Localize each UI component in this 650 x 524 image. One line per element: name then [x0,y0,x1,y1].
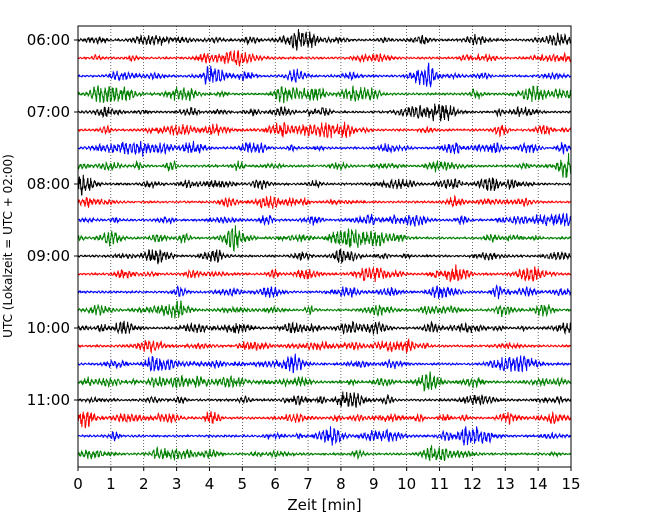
x-tick-label: 2 [139,475,149,493]
x-tick-label: 6 [270,475,280,493]
seismogram-trace [77,249,572,265]
seismogram-trace [77,410,572,429]
seismogram-trace [77,284,572,300]
seismogram-trace [77,103,572,122]
seismogram-trace [77,225,572,253]
x-tick-label: 7 [303,475,313,493]
seismogram-trace [77,445,572,462]
seismogram-trace [77,426,572,446]
y-axis-ticks: 06:00 07:00 08:00 09:00 10:00 11:00 [27,31,78,409]
y-tick-label: 07:00 [27,103,70,121]
seismogram-trace [77,121,572,139]
x-tick-label: 0 [73,475,83,493]
x-tick-label: 9 [369,475,379,493]
y-tick-label: 11:00 [27,391,70,409]
seismogram-trace [77,62,572,88]
x-tick-label: 3 [172,475,182,493]
y-axis-label: UTC (Lokalzeit = UTC + 02:00) [1,154,15,338]
seismogram-trace [77,338,572,355]
seismogram-trace [77,391,572,408]
seismogram-trace [77,174,572,196]
seismogram-trace [77,194,572,209]
seismogram-trace [77,153,572,179]
seismogram-trace [77,300,572,319]
x-tick-label: 12 [463,475,482,493]
y-tick-label: 08:00 [27,175,70,193]
seismogram-trace [77,50,572,68]
seismogram-trace [77,29,572,51]
seismogram-trace [77,264,572,283]
trace-layer [77,29,572,462]
x-axis-label: Zeit [min] [287,496,361,514]
seismogram-trace [77,353,572,374]
plot-frame [77,25,572,468]
x-tick-label: 10 [397,475,416,493]
x-tick-label: 11 [430,475,449,493]
seismogram-trace [77,84,572,104]
y-tick-label: 09:00 [27,247,70,265]
x-axis-ticks: 0 1 2 3 4 5 6 7 8 9 10 11 12 13 14 15 [73,467,581,493]
seismogram-trace [77,212,572,227]
seismogram-trace [77,371,572,392]
y-tick-label: 06:00 [27,31,70,49]
x-tick-label: 15 [561,475,580,493]
x-tick-label: 4 [205,475,215,493]
x-tick-label: 14 [529,475,548,493]
seismogram-trace [77,320,572,336]
x-tick-label: 5 [238,475,248,493]
x-tick-label: 8 [336,475,346,493]
x-tick-label: 1 [106,475,116,493]
x-tick-label: 13 [496,475,515,493]
seismogram-trace [77,140,572,157]
y-tick-label: 10:00 [27,319,70,337]
